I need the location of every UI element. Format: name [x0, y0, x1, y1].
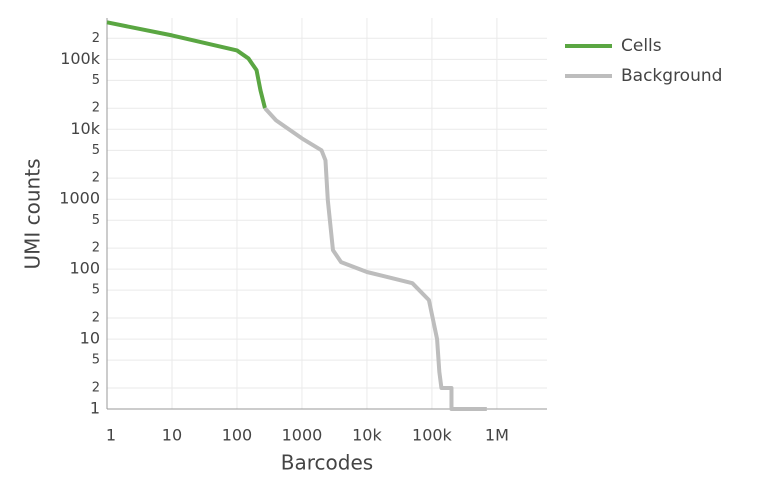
x-tick-label: 10 — [162, 426, 182, 445]
y-tick-label: 10k — [70, 119, 100, 138]
x-tick-label: 10k — [352, 426, 382, 445]
y-tick-label: 2 — [92, 380, 100, 395]
y-tick-label: 2 — [92, 101, 100, 116]
y-tick-label: 2 — [92, 171, 100, 186]
x-axis-title: Barcodes — [281, 451, 373, 475]
x-tick-label: 1000 — [282, 426, 323, 445]
y-tick-label: 1000 — [59, 189, 100, 208]
y-tick-label: 2 — [92, 31, 100, 46]
y-tick-label: 5 — [92, 283, 100, 298]
y-axis-title: UMI counts — [21, 159, 45, 270]
y-tick-label: 1 — [90, 399, 100, 418]
y-tick-label: 2 — [92, 241, 100, 256]
x-tick-label: 100 — [222, 426, 253, 445]
x-tick-label: 1M — [485, 426, 509, 445]
y-tick-label: 5 — [92, 353, 100, 368]
y-tick-label: 5 — [92, 73, 100, 88]
y-tick-label: 100k — [60, 49, 101, 68]
y-tick-label: 5 — [92, 213, 100, 228]
x-tick-label: 1 — [106, 426, 116, 445]
y-tick-label: 10 — [80, 329, 100, 348]
y-tick-label: 2 — [92, 311, 100, 326]
series-line — [106, 20, 267, 109]
y-tick-label: 5 — [92, 143, 100, 158]
y-tick-label: 100 — [69, 259, 100, 278]
series-line — [263, 106, 487, 411]
x-tick-label: 100k — [412, 426, 453, 445]
legend-label: Cells — [621, 36, 662, 56]
legend-label: Background — [621, 66, 722, 86]
